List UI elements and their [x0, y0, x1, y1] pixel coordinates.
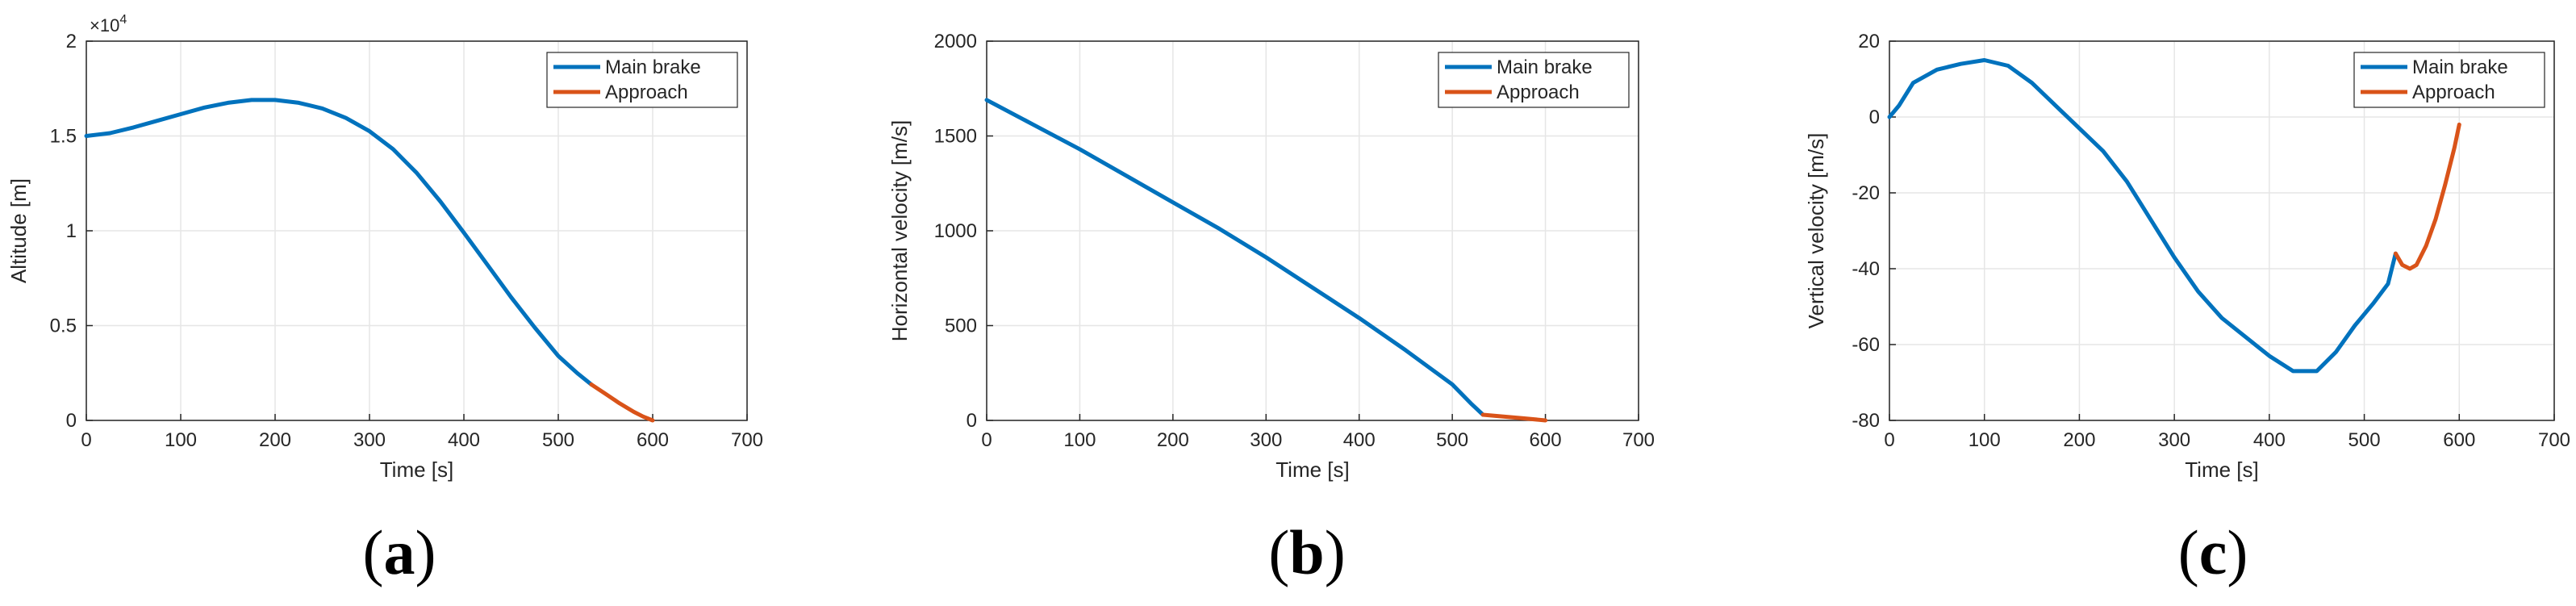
x-tick-label-b-3: 300 [1250, 429, 1282, 451]
legend-label-b-1: Approach [1497, 81, 1580, 103]
legend-label-a-0: Main brake [605, 56, 701, 78]
panel-caption-a: (a) [362, 517, 436, 587]
y-tick-label-c-5: 20 [1858, 31, 1880, 52]
x-tick-label-a-4: 400 [448, 429, 480, 451]
chart-svg-b: 0 100 200 300 400 500 600 700 0 500 1000 1500 2000 Ti… [887, 31, 1655, 482]
chart-svg-c: 0 100 200 300 400 500 600 700 -80 -60 -40 -20 0 20 Tim… [1804, 31, 2570, 482]
chart-svg-a: 0 100 200 300 400 500 600 700 0 0.5 1 1.5 2 ×104 Time … [6, 13, 763, 482]
y-tick-label-a-4: 2 [66, 31, 77, 52]
series-line-a-approach [589, 382, 655, 423]
x-tick-label-b-7: 700 [1622, 429, 1655, 451]
x-tick-label-c-7: 700 [2538, 429, 2570, 451]
series-line-b-main-brake [984, 98, 1485, 417]
y-tick-label-b-2: 1000 [934, 220, 977, 242]
y-tick-label-a-1: 0.5 [50, 316, 77, 337]
chart-panel-c: 0 100 200 300 400 500 600 700 -80 -60 -40 -20 0 20 Tim… [1717, 0, 2575, 606]
x-tick-label-a-1: 100 [165, 429, 197, 451]
x-tick-label-b-4: 400 [1343, 429, 1376, 451]
x-tick-label-c-0: 0 [1884, 429, 1894, 451]
x-tick-label-a-0: 0 [81, 429, 91, 451]
y-axis-label-c: Vertical velocity [m/s] [1804, 133, 1828, 329]
panel-caption-b: (b) [1268, 517, 1346, 587]
y-axis-label-b: Horizontal velocity [m/s] [887, 120, 912, 342]
y-tick-label-c-1: -60 [1852, 334, 1880, 356]
legend-box-a [546, 52, 738, 108]
legend-label-a-1: Approach [605, 81, 688, 103]
y-tick-label-b-4: 2000 [934, 31, 977, 52]
series-line-a-main-brake [84, 98, 594, 387]
x-tick-label-a-2: 200 [259, 429, 291, 451]
x-tick-label-b-6: 600 [1530, 429, 1562, 451]
legend-label-c-1: Approach [2412, 81, 2495, 103]
x-tick-label-a-3: 300 [353, 429, 386, 451]
x-tick-label-b-2: 200 [1157, 429, 1189, 451]
x-axis-label-c: Time [s] [2185, 458, 2258, 482]
y-tick-label-a-3: 1.5 [50, 126, 77, 148]
chart-panel-a: 0 100 200 300 400 500 600 700 0 0.5 1 1.5 2 ×104 Time … [0, 0, 858, 606]
plot-box-c [1889, 40, 2555, 421]
panel-letter-c: c [2198, 517, 2227, 587]
y-tick-label-b-3: 1500 [934, 126, 977, 148]
legend-box-b [1438, 52, 1630, 108]
x-tick-label-a-5: 500 [542, 429, 574, 451]
x-tick-label-c-3: 300 [2158, 429, 2190, 451]
x-axis-label-a: Time [s] [380, 458, 453, 482]
y-tick-label-c-2: -40 [1852, 258, 1880, 280]
exponent-power-a: 4 [119, 13, 127, 27]
x-tick-label-c-4: 400 [2253, 429, 2286, 451]
chart-panel-b: 0 100 200 300 400 500 600 700 0 500 1000 1500 2000 Ti… [858, 0, 1717, 606]
x-tick-label-c-1: 100 [1969, 429, 2001, 451]
x-axis-label-b: Time [s] [1275, 458, 1349, 482]
x-tick-label-b-5: 500 [1436, 429, 1468, 451]
y-tick-label-a-0: 0 [66, 410, 77, 432]
y-tick-label-a-2: 1 [66, 220, 77, 242]
y-tick-label-c-4: 0 [1869, 107, 1880, 128]
panel-letter-a: a [383, 517, 415, 587]
panel-caption-c: (c) [2177, 517, 2248, 587]
y-axis-label-a: Altitude [m] [6, 178, 31, 283]
legend-label-c-0: Main brake [2412, 56, 2508, 78]
y-tick-label-c-0: -80 [1852, 410, 1880, 432]
x-tick-label-c-6: 600 [2443, 429, 2475, 451]
x-tick-label-b-0: 0 [981, 429, 992, 451]
series-line-c-main-brake [1887, 58, 2398, 374]
panel-letter-b: b [1289, 517, 1325, 587]
x-tick-label-b-1: 100 [1063, 429, 1096, 451]
x-tick-label-a-6: 600 [637, 429, 669, 451]
exponent-label-a: ×104 [90, 13, 127, 36]
legend-box-c [2353, 52, 2545, 108]
x-tick-label-a-7: 700 [731, 429, 763, 451]
y-tick-label-b-0: 0 [967, 410, 977, 432]
series-line-b-approach [1480, 412, 1548, 423]
series-line-c-approach [2393, 122, 2461, 271]
y-tick-label-b-1: 500 [945, 316, 977, 337]
y-tick-label-c-3: -20 [1852, 182, 1880, 204]
x-tick-label-c-2: 200 [2063, 429, 2095, 451]
legend-label-b-0: Main brake [1497, 56, 1593, 78]
x-tick-label-c-5: 500 [2348, 429, 2381, 451]
